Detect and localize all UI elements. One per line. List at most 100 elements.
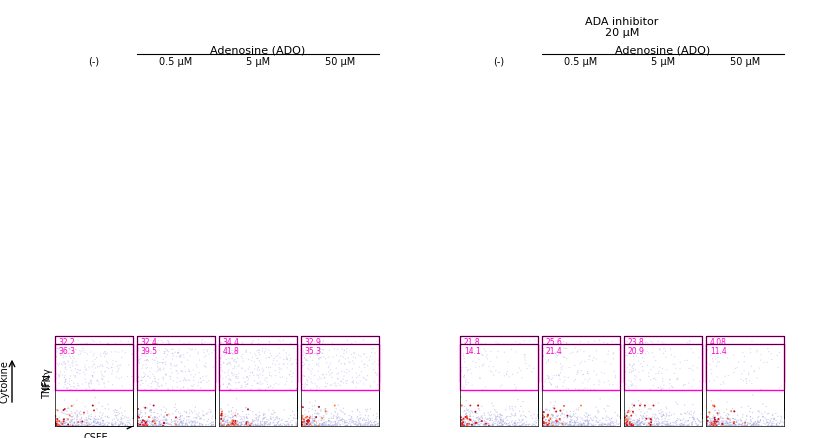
Point xyxy=(49,416,62,423)
Point xyxy=(567,422,581,429)
Point xyxy=(59,401,72,408)
Point xyxy=(520,423,534,430)
Point xyxy=(81,357,94,364)
Point xyxy=(682,422,696,429)
Point xyxy=(243,410,257,417)
Point xyxy=(302,414,315,421)
Point xyxy=(771,419,784,426)
Point xyxy=(169,422,182,429)
Point xyxy=(477,420,490,427)
Point xyxy=(75,415,88,422)
Point xyxy=(460,407,473,414)
Point xyxy=(727,420,741,427)
Point xyxy=(724,421,737,428)
Point xyxy=(101,376,114,383)
Point xyxy=(62,405,76,412)
Point xyxy=(154,414,167,421)
Point xyxy=(552,412,565,419)
Point xyxy=(594,421,607,428)
Point xyxy=(149,406,162,413)
Point xyxy=(503,423,517,430)
Point xyxy=(706,421,719,428)
Point xyxy=(653,410,666,417)
Point xyxy=(257,414,270,421)
Point xyxy=(543,402,556,409)
Point xyxy=(77,411,91,418)
Point xyxy=(494,419,508,426)
Point xyxy=(667,361,680,368)
Point xyxy=(536,378,550,385)
Point xyxy=(50,419,63,426)
Point xyxy=(296,401,310,408)
Point xyxy=(310,411,324,418)
Point xyxy=(589,414,602,421)
Point xyxy=(256,369,269,376)
Point xyxy=(744,422,758,429)
Point xyxy=(49,339,62,346)
Point xyxy=(707,418,721,425)
Point xyxy=(527,413,540,420)
Point xyxy=(63,374,76,381)
Point xyxy=(539,414,553,421)
Point xyxy=(628,421,642,428)
Point xyxy=(727,409,741,416)
Point xyxy=(711,406,724,413)
Point xyxy=(170,374,184,381)
Point xyxy=(305,411,319,418)
Point xyxy=(354,413,367,420)
Point xyxy=(748,411,762,418)
Point xyxy=(154,406,168,413)
Point xyxy=(315,350,329,357)
Point xyxy=(564,418,577,425)
Point xyxy=(122,420,136,427)
Point xyxy=(175,418,188,425)
Point xyxy=(647,402,660,409)
Point xyxy=(216,408,229,415)
Point xyxy=(58,353,71,360)
Point xyxy=(300,413,313,420)
Point xyxy=(61,405,75,412)
Point xyxy=(539,406,552,413)
Point xyxy=(286,371,300,378)
Point xyxy=(320,410,334,417)
Point xyxy=(458,413,472,420)
Point xyxy=(727,422,741,429)
Point xyxy=(234,422,248,429)
Point xyxy=(133,348,147,355)
Point xyxy=(672,416,685,423)
Point xyxy=(195,422,208,429)
Point xyxy=(325,419,338,426)
Point xyxy=(234,414,248,421)
Point xyxy=(140,413,154,420)
Point xyxy=(515,421,529,428)
Point xyxy=(704,419,717,426)
Point xyxy=(227,371,241,378)
Point xyxy=(670,421,684,428)
Point xyxy=(114,403,128,410)
Point xyxy=(676,409,690,416)
Point xyxy=(599,415,612,422)
Point xyxy=(732,359,745,366)
Point xyxy=(714,386,727,393)
Point xyxy=(623,410,637,417)
Point xyxy=(700,414,713,421)
Point xyxy=(535,419,549,426)
Point xyxy=(147,414,160,421)
Point xyxy=(237,394,250,401)
Point xyxy=(539,414,552,421)
Point xyxy=(49,411,62,418)
Point xyxy=(711,417,724,424)
Point xyxy=(661,422,675,429)
Point xyxy=(247,367,260,374)
Point xyxy=(497,416,510,423)
Point xyxy=(242,406,255,413)
Point xyxy=(477,413,491,420)
Text: 21.8: 21.8 xyxy=(464,338,481,346)
Point xyxy=(138,422,152,429)
Point xyxy=(754,357,768,364)
Point xyxy=(679,414,692,421)
Point xyxy=(329,411,342,418)
Point xyxy=(336,346,350,353)
Point xyxy=(305,413,319,420)
Point xyxy=(297,413,310,420)
